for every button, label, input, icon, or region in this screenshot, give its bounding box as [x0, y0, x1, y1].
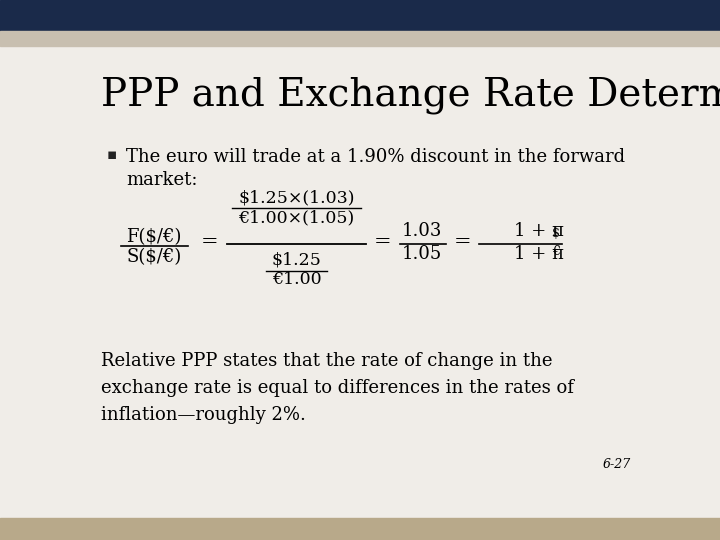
Text: =: = [454, 232, 472, 251]
Text: 1.03: 1.03 [402, 222, 442, 240]
Text: ▪: ▪ [107, 148, 117, 162]
Text: inflation—roughly 2%.: inflation—roughly 2%. [101, 406, 306, 424]
Text: =: = [201, 232, 219, 251]
Text: The euro will trade at a 1.90% discount in the forward: The euro will trade at a 1.90% discount … [126, 148, 626, 166]
Text: market:: market: [126, 171, 198, 189]
Text: PPP and Exchange Rate Determination: PPP and Exchange Rate Determination [101, 77, 720, 115]
Text: 1.05: 1.05 [402, 245, 442, 263]
Text: Relative PPP states that the rate of change in the: Relative PPP states that the rate of cha… [101, 352, 553, 370]
Text: 6-27: 6-27 [603, 458, 631, 471]
Text: $: $ [552, 227, 560, 240]
Text: exchange rate is equal to differences in the rates of: exchange rate is equal to differences in… [101, 379, 574, 397]
Text: $1.25: $1.25 [271, 252, 321, 268]
Text: €1.00×(1.05): €1.00×(1.05) [238, 209, 354, 226]
Text: $1.25×(1.03): $1.25×(1.03) [238, 189, 355, 206]
Text: 1 + π: 1 + π [514, 245, 564, 263]
Text: €1.00: €1.00 [271, 272, 321, 288]
Text: S($/€): S($/€) [127, 248, 181, 266]
Text: €: € [552, 245, 560, 258]
Text: 1 + π: 1 + π [514, 222, 564, 240]
Text: F($/€): F($/€) [127, 228, 182, 246]
Text: =: = [374, 232, 392, 251]
